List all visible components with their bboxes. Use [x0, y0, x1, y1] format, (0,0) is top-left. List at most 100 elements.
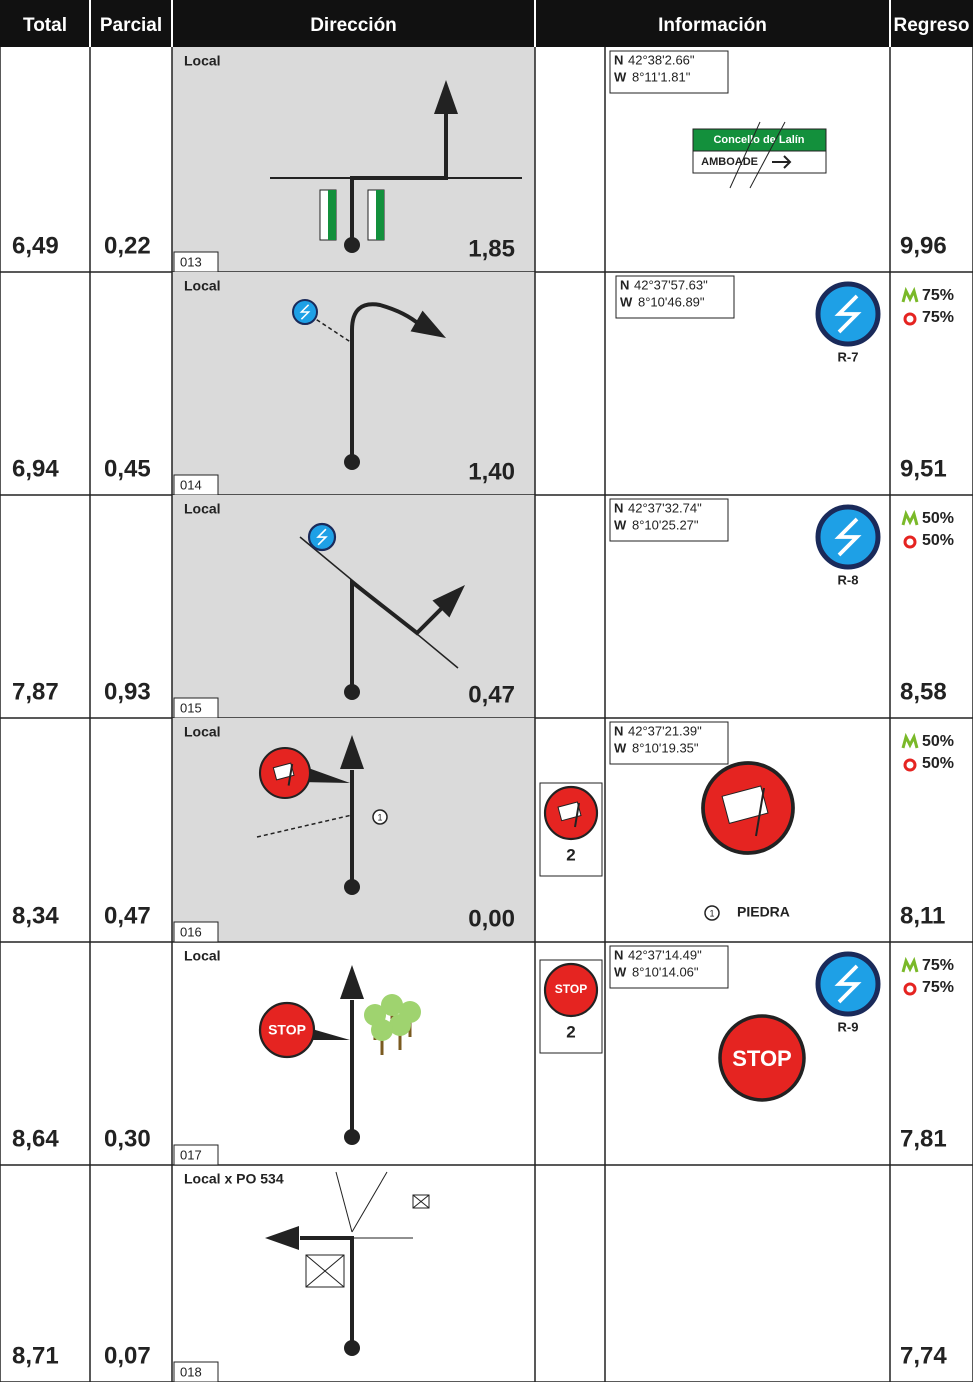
- signal-id: R-7: [838, 349, 859, 364]
- w-label: W: [614, 69, 627, 84]
- parcial: 0,45: [104, 455, 151, 482]
- post-sign-green: [376, 190, 384, 240]
- regreso: 8,11: [900, 902, 945, 929]
- sign-white: [692, 150, 827, 174]
- column-header: Parcial: [100, 15, 162, 36]
- line: [749, 121, 786, 189]
- total: 8,71: [12, 1342, 59, 1369]
- column-header: Información: [658, 15, 767, 36]
- start-dot: [344, 454, 360, 470]
- post-sign-green: [328, 190, 336, 240]
- marker-number: 1: [709, 908, 714, 918]
- header-bg: [0, 0, 973, 47]
- coverage: 50%: [922, 510, 954, 527]
- coords-box: [609, 498, 729, 542]
- longitude: 8°10'19.35": [632, 740, 699, 755]
- marker: [372, 809, 388, 825]
- column-header: Dirección: [310, 15, 397, 36]
- start-dot: [344, 237, 360, 253]
- red-sign: [258, 1001, 316, 1059]
- w-label: W: [614, 517, 627, 532]
- route: [300, 1236, 354, 1348]
- column-header: Regreso: [893, 15, 969, 36]
- start-dot: [344, 684, 360, 700]
- parcial: 0,22: [104, 232, 151, 259]
- arrow-head: [434, 80, 458, 114]
- longitude: 8°11'1.81": [632, 69, 691, 84]
- latitude: 42°37'14.49": [628, 947, 702, 962]
- start-dot: [344, 879, 360, 895]
- regreso: 9,96: [900, 232, 947, 259]
- orange-icon: [903, 758, 917, 772]
- coverage: 75%: [922, 287, 954, 304]
- longitude: 8°10'46.89": [638, 294, 705, 309]
- movistar-icon: [901, 509, 919, 526]
- distance: 1,85: [468, 235, 515, 262]
- flag: [272, 762, 295, 781]
- latitude: 42°37'32.74": [628, 500, 702, 515]
- waypoint-id: 016: [180, 924, 202, 939]
- flag-pole: [755, 787, 765, 837]
- arrow-head: [265, 1226, 299, 1250]
- coords-box: [609, 721, 729, 765]
- coverage: 50%: [922, 755, 954, 772]
- regreso: 7,81: [900, 1125, 947, 1152]
- w-label: W: [614, 964, 627, 979]
- pointer: [305, 1027, 350, 1040]
- id-box: [173, 921, 219, 943]
- stop-text: STOP: [555, 982, 587, 996]
- road: Local: [184, 501, 221, 517]
- arrow-head: [432, 585, 465, 618]
- longitude: 8°10'14.06": [632, 964, 699, 979]
- coords-box: [615, 275, 735, 319]
- longitude: 8°10'25.27": [632, 517, 699, 532]
- movistar-icon: [901, 732, 919, 749]
- sign-text: Concello de Lalín: [713, 134, 804, 146]
- start-dot: [344, 1340, 360, 1356]
- distance: 0,47: [468, 681, 515, 708]
- route: [350, 302, 422, 462]
- n-label: N: [614, 723, 623, 738]
- stop-text: STOP: [732, 1046, 792, 1071]
- red-sign: [718, 1014, 806, 1102]
- signal-id: R-9: [838, 1019, 859, 1034]
- signal-id: R-8: [838, 572, 859, 587]
- parcial: 0,93: [104, 678, 151, 705]
- tree: [381, 994, 403, 1016]
- line: [305, 1254, 345, 1288]
- id-box: [173, 1361, 219, 1382]
- regreso: 7,74: [900, 1342, 947, 1369]
- waypoint-id: 014: [180, 477, 202, 492]
- latitude: 42°38'2.66": [628, 52, 695, 67]
- route: [350, 577, 444, 692]
- red-sign: [543, 962, 599, 1018]
- line: [729, 121, 761, 189]
- w-label: W: [620, 294, 633, 309]
- total: 8,64: [12, 1125, 59, 1152]
- flag-pole: [574, 802, 580, 828]
- coords-box: [609, 945, 729, 989]
- parcial: 0,07: [104, 1342, 151, 1369]
- road: Local: [184, 948, 221, 964]
- arrow-head: [410, 310, 446, 338]
- latitude: 42°37'57.63": [634, 277, 708, 292]
- parcial: 0,30: [104, 1125, 151, 1152]
- orange-icon: [903, 312, 917, 326]
- bolt: [316, 528, 328, 546]
- line: [351, 1171, 388, 1233]
- total: 6,49: [12, 232, 59, 259]
- flag: [721, 785, 769, 824]
- coverage: 50%: [922, 532, 954, 549]
- orange-icon: [903, 982, 917, 996]
- n-label: N: [614, 500, 623, 515]
- parcial: 0,47: [104, 902, 151, 929]
- coverage: 75%: [922, 309, 954, 326]
- flag: [557, 801, 582, 822]
- arrow-head: [340, 735, 364, 769]
- id-box: [173, 1144, 219, 1166]
- w-label: W: [614, 740, 627, 755]
- bolt: [834, 964, 862, 1004]
- bolt: [299, 304, 311, 320]
- road: Local: [184, 53, 221, 69]
